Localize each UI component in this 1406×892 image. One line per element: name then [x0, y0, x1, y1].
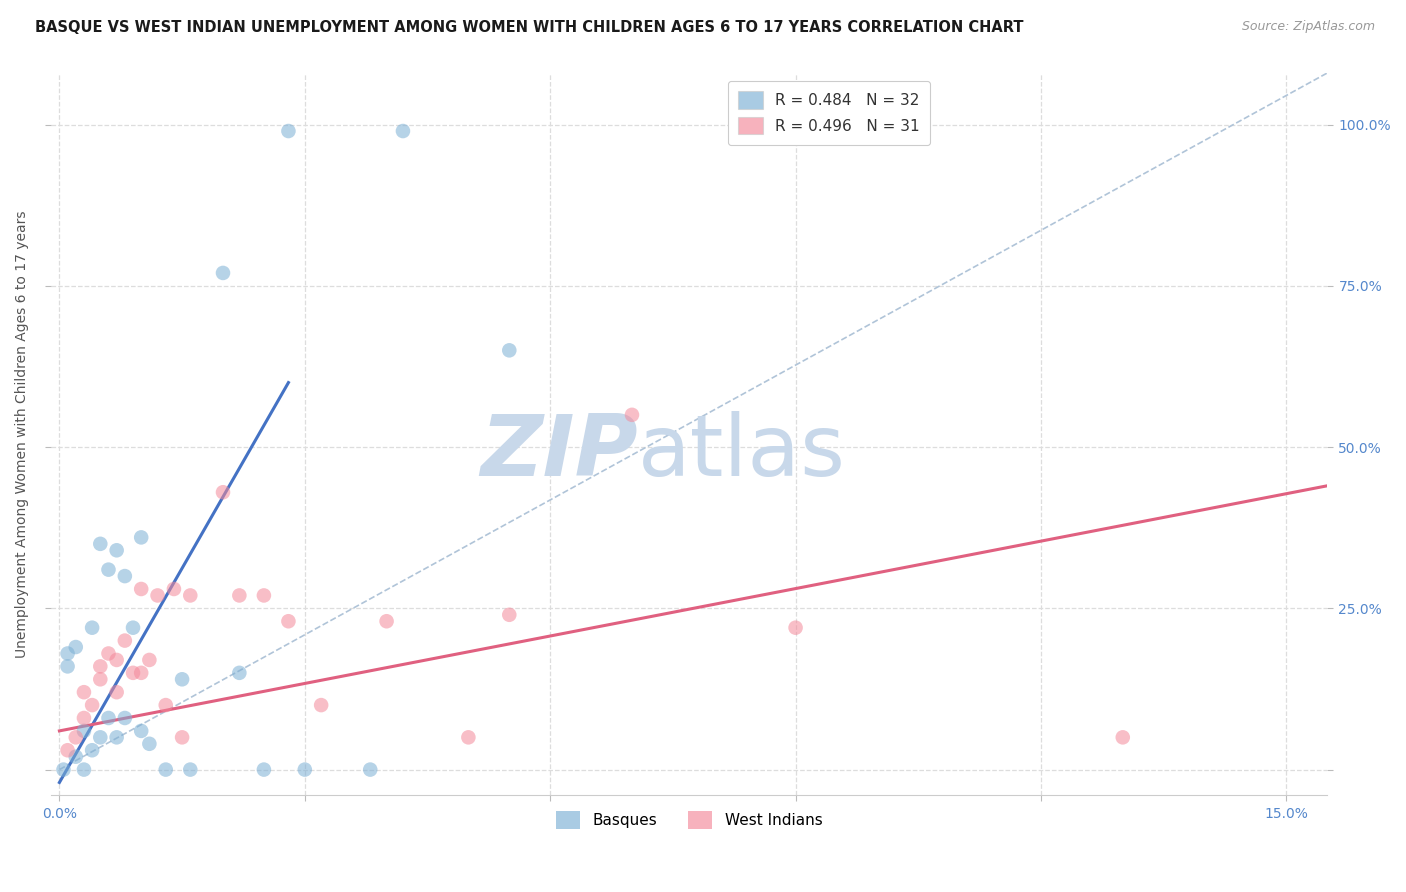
Point [620, 408, 643, 422]
Point [114, 569, 136, 583]
Point [138, 653, 160, 667]
Point [73, 763, 96, 777]
Y-axis label: Unemployment Among Women with Children Ages 6 to 17 years: Unemployment Among Women with Children A… [15, 211, 30, 658]
Point [114, 711, 136, 725]
Point [375, 614, 398, 628]
Point [82, 743, 104, 757]
Point [65, 731, 87, 745]
Point [172, 731, 194, 745]
Point [73, 685, 96, 699]
Text: Source: ZipAtlas.com: Source: ZipAtlas.com [1241, 20, 1375, 33]
Point [73, 711, 96, 725]
Point [253, 763, 276, 777]
Point [129, 582, 152, 596]
Point [129, 665, 152, 680]
Point [65, 749, 87, 764]
Point [56, 659, 79, 673]
Text: BASQUE VS WEST INDIAN UNEMPLOYMENT AMONG WOMEN WITH CHILDREN AGES 6 TO 17 YEARS : BASQUE VS WEST INDIAN UNEMPLOYMENT AMONG… [35, 20, 1024, 35]
Point [97, 647, 120, 661]
Text: atlas: atlas [638, 410, 846, 494]
Text: ZIP: ZIP [481, 410, 638, 494]
Point [105, 685, 128, 699]
Point [498, 607, 520, 622]
Point [253, 589, 276, 603]
Point [172, 673, 194, 687]
Point [785, 621, 807, 635]
Point [114, 633, 136, 648]
Point [89, 673, 111, 687]
Point [56, 743, 79, 757]
Point [179, 763, 201, 777]
Point [89, 659, 111, 673]
Point [82, 698, 104, 712]
Point [309, 698, 332, 712]
Point [212, 485, 235, 500]
Point [277, 614, 299, 628]
Point [392, 124, 415, 138]
Point [105, 653, 128, 667]
Point [105, 731, 128, 745]
Point [457, 731, 479, 745]
Point [52, 763, 75, 777]
Point [138, 737, 160, 751]
Point [82, 621, 104, 635]
Point [163, 582, 186, 596]
Legend: Basques, West Indians: Basques, West Indians [550, 805, 828, 835]
Point [294, 763, 316, 777]
Point [146, 589, 169, 603]
Point [277, 124, 299, 138]
Point [122, 665, 145, 680]
Point [1112, 731, 1135, 745]
Point [359, 763, 381, 777]
Point [56, 647, 79, 661]
Point [212, 266, 235, 280]
Point [179, 589, 201, 603]
Point [228, 665, 250, 680]
Point [129, 530, 152, 544]
Point [122, 621, 145, 635]
Point [228, 589, 250, 603]
Point [155, 763, 177, 777]
Point [105, 543, 128, 558]
Point [97, 563, 120, 577]
Point [498, 343, 520, 358]
Point [89, 537, 111, 551]
Point [155, 698, 177, 712]
Point [129, 723, 152, 738]
Point [73, 723, 96, 738]
Point [97, 711, 120, 725]
Point [89, 731, 111, 745]
Point [65, 640, 87, 654]
